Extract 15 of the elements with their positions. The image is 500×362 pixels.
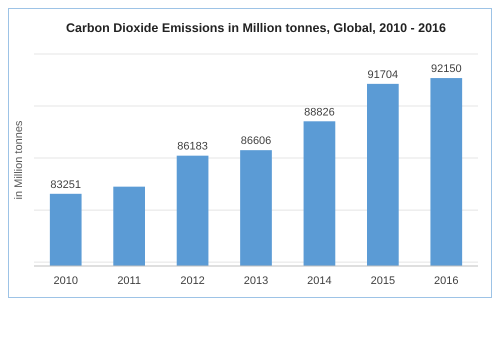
x-tick-label: 2016 — [434, 275, 459, 287]
chart-title: Carbon Dioxide Emissions in Million tonnes, Global, 2010 - 2016 — [66, 21, 446, 35]
x-tick-label: 2012 — [180, 275, 205, 287]
data-label: 88826 — [304, 106, 335, 118]
x-tick-label: 2013 — [244, 275, 268, 287]
x-tick-label: 2010 — [53, 275, 78, 287]
x-tick-label: 2015 — [370, 275, 396, 287]
data-label: 91704 — [368, 68, 398, 81]
x-tick-label: 2011 — [117, 275, 141, 287]
data-label: 86183 — [177, 140, 208, 153]
data-label: 92150 — [430, 63, 462, 76]
x-tick-label: 2014 — [307, 275, 332, 287]
data-label: 86606 — [240, 135, 272, 148]
data-label: 83251 — [50, 178, 82, 191]
y-axis-title: in Million tonnes — [13, 120, 25, 200]
